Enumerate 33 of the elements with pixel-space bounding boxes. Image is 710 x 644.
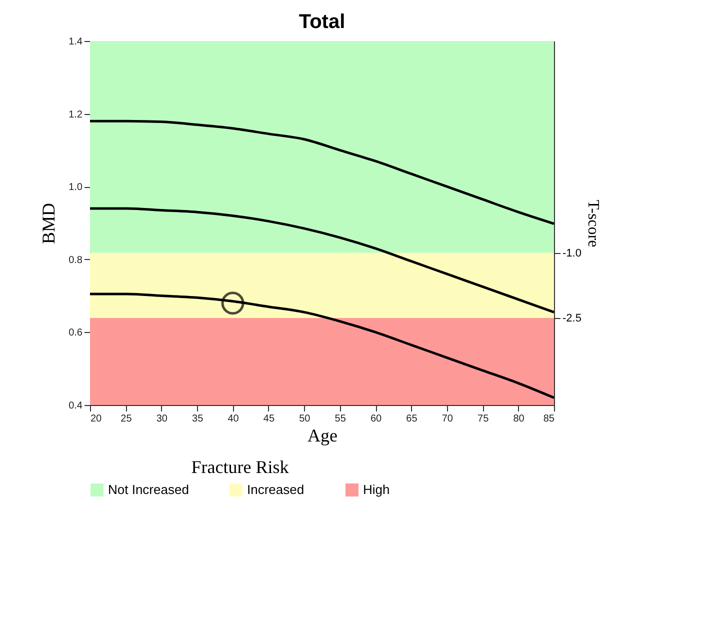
legend-label: Not Increased: [108, 482, 189, 497]
line-series: [88, 207, 556, 314]
x-tick-label: 25: [120, 414, 132, 424]
x-tick-label: 50: [299, 414, 311, 424]
x-tick-label: 80: [513, 414, 525, 424]
x-tick-label: 35: [192, 414, 204, 424]
line-series: [88, 292, 556, 399]
legend-title: Fracture Risk: [191, 457, 289, 477]
x-tick-label: 65: [406, 414, 418, 424]
line-series: [88, 120, 556, 225]
x-tick-label: 85: [543, 414, 555, 424]
chart-title: Total: [298, 11, 346, 33]
y-tick-label: 1.4: [68, 36, 83, 48]
y-tick-label: 0.8: [68, 254, 83, 266]
x-tick-label: 40: [228, 414, 240, 424]
legend-label: High: [363, 482, 390, 497]
x-tick-label: 75: [478, 414, 490, 424]
y2-tick-label: -2.5: [562, 312, 582, 325]
legend-label: Increased: [247, 482, 304, 497]
y2-tick-label: -1.0: [562, 247, 582, 260]
x-tick-label: 70: [442, 414, 454, 424]
x-tick-label: 60: [370, 414, 382, 424]
x-tick-label: 55: [334, 414, 346, 424]
x-tick-label: 45: [263, 414, 275, 424]
y-axis-title: BMD: [38, 202, 59, 244]
x-tick-label: 30: [156, 414, 168, 424]
x-axis-title: Age: [308, 426, 338, 446]
y2-axis-title: T-score: [584, 200, 602, 248]
x-tick-label: 20: [90, 414, 102, 424]
y-tick-label: 1.0: [68, 182, 83, 194]
y-tick-label: 0.6: [68, 328, 83, 339]
y-tick-label: 1.2: [68, 109, 83, 120]
y-tick-label: 0.4: [68, 400, 83, 412]
